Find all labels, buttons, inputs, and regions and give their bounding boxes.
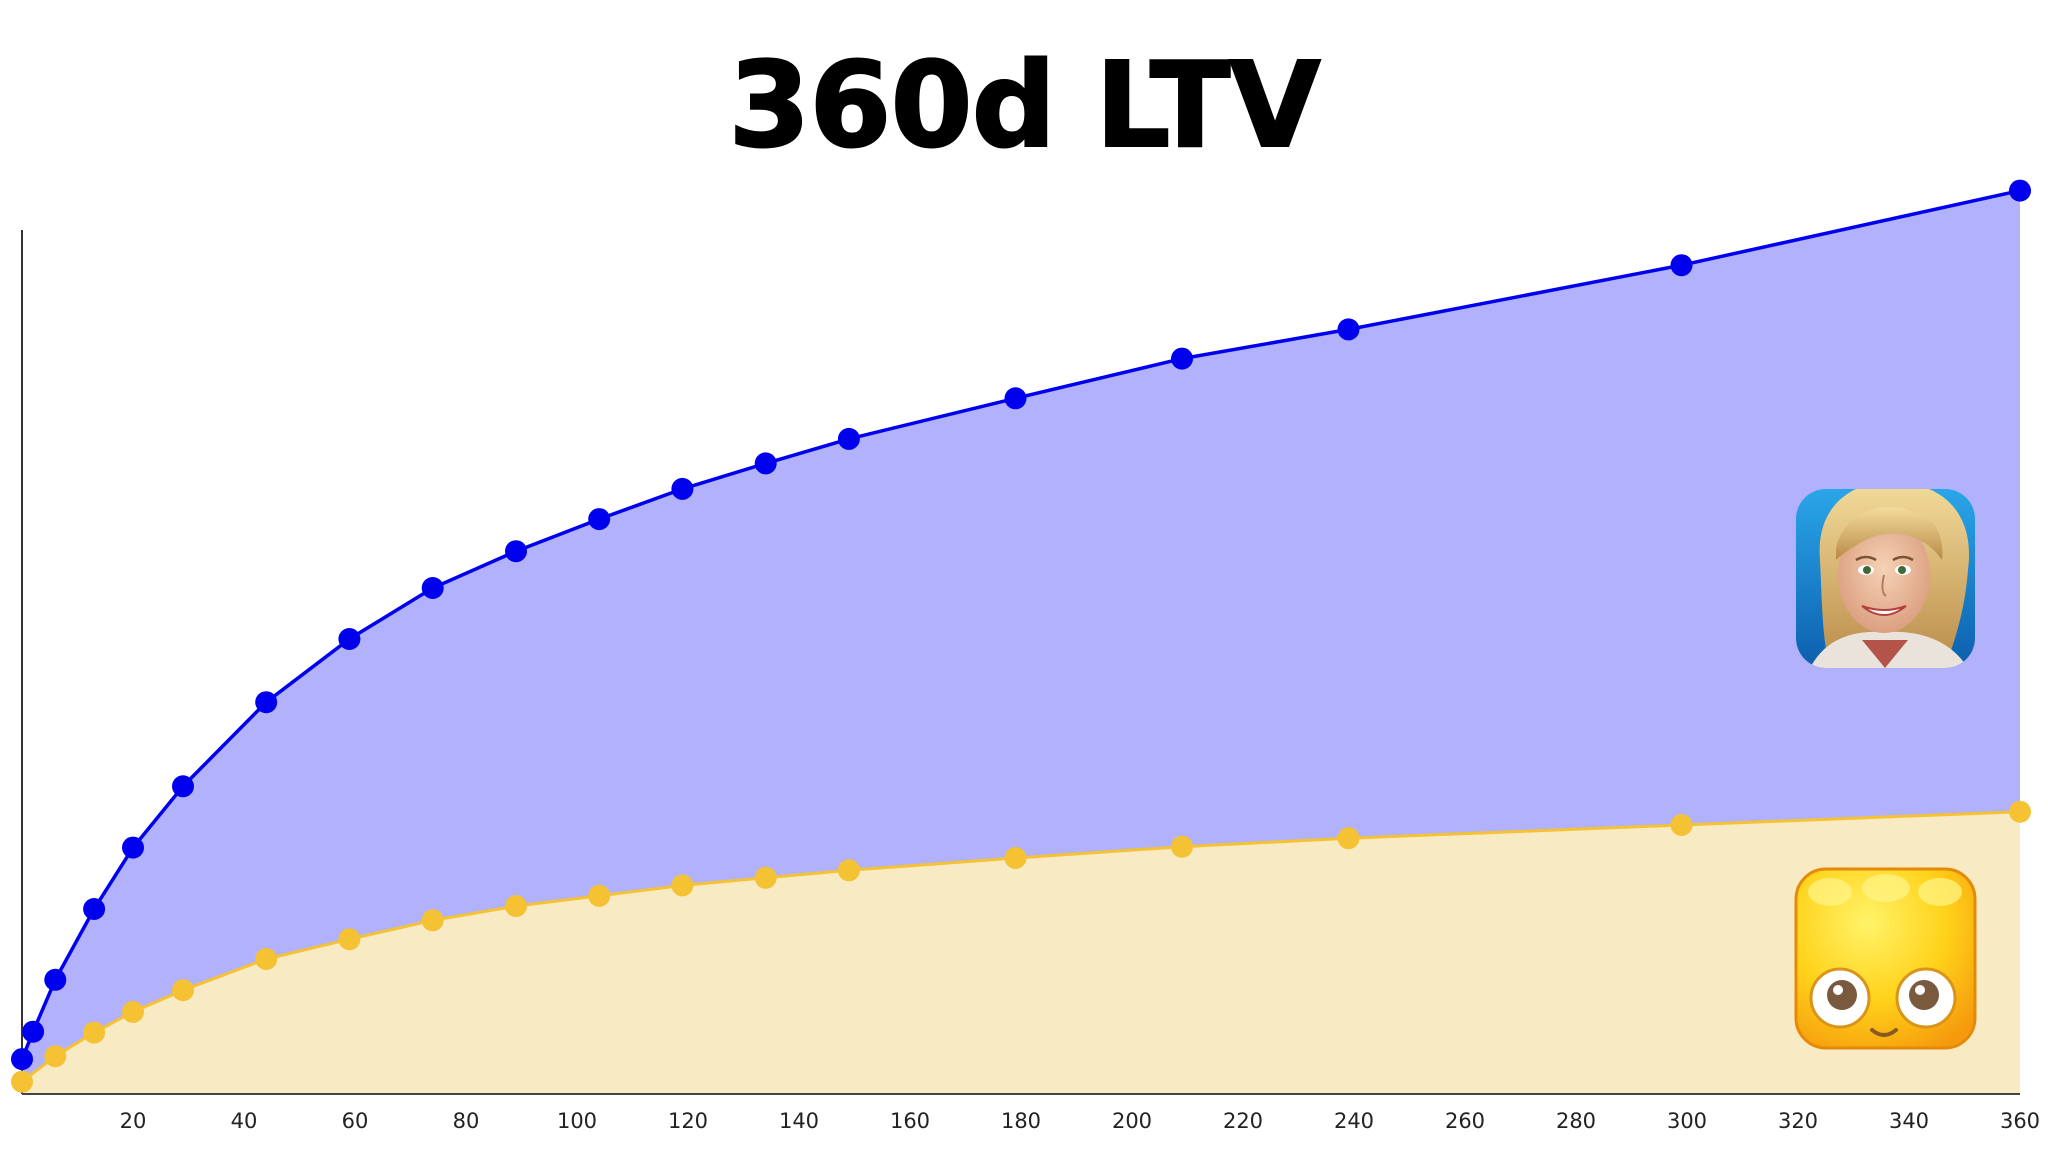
x-tick-label-80: 80 [453,1109,480,1133]
series-0-point-7 [338,628,361,650]
series-0-point-1 [22,1020,45,1043]
x-tick-label-340: 340 [1889,1109,1929,1133]
x-tick-label-220: 220 [1223,1109,1263,1133]
series-1-point-16 [1670,814,1693,836]
x-tick-label-160: 160 [890,1109,930,1133]
series-0-point-5 [172,775,194,798]
series-1-point-3 [122,1000,144,1023]
x-tick-label-260: 260 [1445,1109,1485,1133]
series-0-point-17 [1670,254,1693,277]
series-points [11,179,2031,1093]
x-tick-label-200: 200 [1112,1109,1152,1133]
x-tick-label-40: 40 [231,1109,258,1133]
series-1-point-11 [754,866,777,889]
series-0-point-10 [588,508,611,531]
series-0-point-13 [837,427,860,450]
woman-face-game-icon [1796,489,1975,668]
series-1-point-2 [83,1021,106,1044]
x-tick-label-280: 280 [1556,1109,1596,1133]
x-tick-label-300: 300 [1667,1109,1707,1133]
series-1-point-7 [421,909,444,932]
x-tick-label-100: 100 [557,1109,597,1133]
series-0-point-4 [122,836,144,859]
series-1-point-13 [1004,847,1027,869]
series-0-point-15 [1171,347,1193,370]
series-areas [22,190,2020,1095]
x-tick-label-140: 140 [779,1109,819,1133]
series-0-point-9 [505,540,527,563]
x-tick-label-240: 240 [1334,1109,1374,1133]
series-0-point-0 [11,1048,33,1071]
yellow-jelly-game-icon [1794,867,1977,1050]
series-1-point-1 [44,1045,67,1068]
series-0-point-11 [671,477,694,500]
series-1-point-15 [1337,827,1360,850]
series-1-point-5 [255,948,278,970]
series-0-point-14 [1004,387,1027,410]
chart-title: 360d LTV [727,35,1321,175]
x-tick-label-120: 120 [668,1109,708,1133]
series-1-point-4 [172,979,194,1002]
x-tick-label-320: 320 [1778,1109,1818,1133]
series-1-point-17 [2009,800,2031,823]
x-tick-label-60: 60 [342,1109,369,1133]
series-0-point-6 [255,691,278,714]
x-tick-label-20: 20 [120,1109,147,1133]
series-1-point-6 [338,928,361,951]
series-1-point-14 [1171,835,1193,858]
series-0-point-3 [83,898,106,920]
x-axis-ticks: 20 40 60 80 100 120 140 160 180 200 220 240 260 280 30… [120,1109,2040,1133]
series-1-point-0 [11,1070,33,1093]
x-tick-label-180: 180 [1001,1109,1041,1133]
x-tick-label-360: 360 [2000,1109,2040,1133]
series-1-area [22,811,2020,1094]
series-1-point-12 [837,859,860,882]
series-0-point-16 [1337,318,1360,341]
series-1-point-9 [588,884,611,907]
series-1-point-8 [505,895,527,918]
series-1-point-10 [671,874,694,897]
series-0-point-12 [754,452,777,475]
series-0-point-18 [2009,179,2031,202]
series-0-point-2 [44,968,67,991]
series-0-point-8 [421,577,444,599]
